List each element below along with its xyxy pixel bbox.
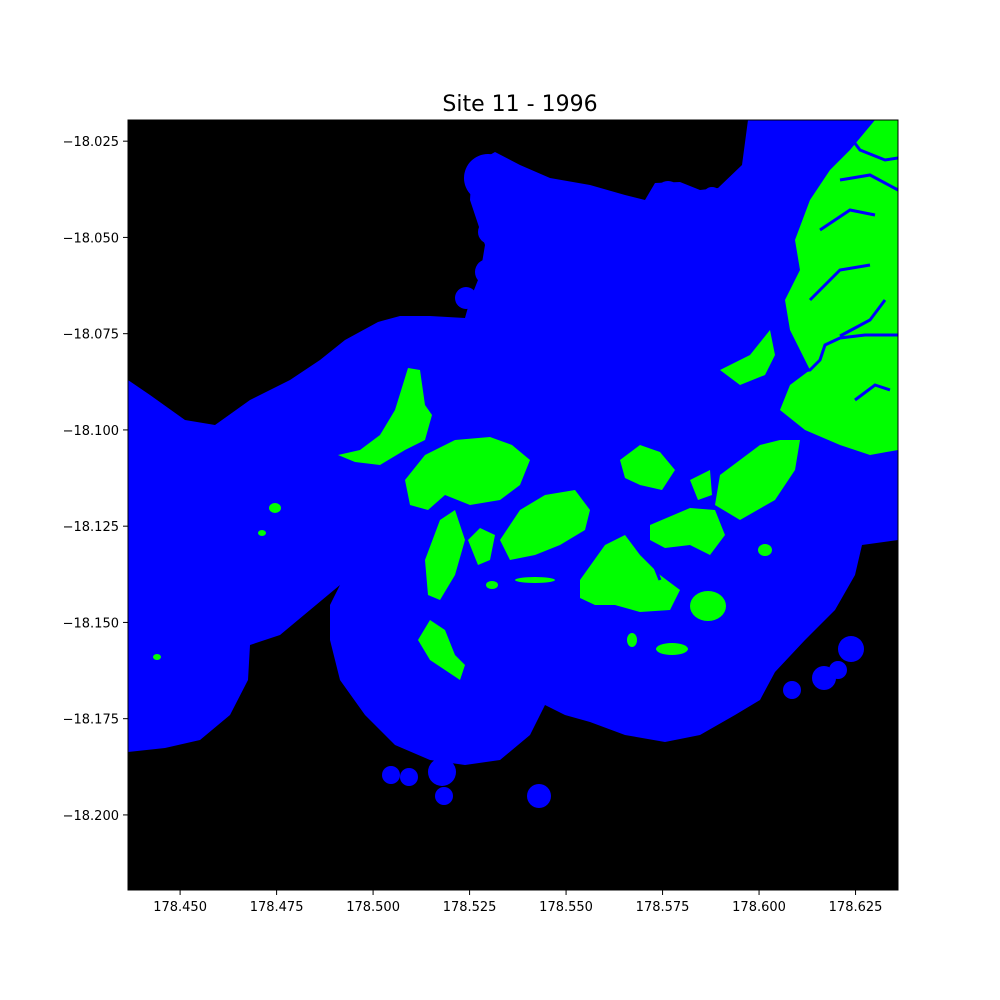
buffer-west-coast <box>128 380 210 645</box>
river-channel <box>843 129 898 162</box>
vegetation-patch-middle <box>500 490 590 560</box>
vegetation-patch-south <box>418 620 465 680</box>
y-tick-label: −18.125 <box>63 520 119 535</box>
x-tick-label: 178.600 <box>732 900 786 915</box>
buffer-circle <box>128 390 148 414</box>
river-channel <box>638 504 662 581</box>
vegetation-islet <box>656 643 688 655</box>
vegetation-patch-east-ridge <box>720 330 775 385</box>
y-tick-label: −18.175 <box>63 713 119 728</box>
vegetation-islet <box>758 544 772 556</box>
vegetation-islet <box>515 577 555 583</box>
buffer-circle <box>838 636 864 662</box>
buffer-circle <box>435 787 453 805</box>
vegetation-islet <box>486 581 498 589</box>
vegetation-patch-southwest <box>425 510 465 600</box>
river-channel <box>779 333 898 380</box>
vegetation-islet <box>690 591 726 621</box>
buffer-circle <box>703 187 721 205</box>
river-channel <box>819 208 876 232</box>
buffer-circle <box>400 768 418 786</box>
y-tick-label: −18.025 <box>63 135 119 150</box>
vegetation-patch-central-south <box>580 535 680 612</box>
x-tick-label: 178.525 <box>443 900 497 915</box>
axes-frame <box>127 119 899 891</box>
river-channels <box>638 129 898 581</box>
y-tick-label: −18.100 <box>63 424 119 439</box>
x-tick-label: 178.575 <box>636 900 690 915</box>
buffer-circle <box>656 181 680 205</box>
buffer-circle <box>829 661 847 679</box>
y-tick-label: −18.150 <box>63 616 119 631</box>
x-tick-label: 178.475 <box>250 900 304 915</box>
y-tick-label: −18.200 <box>63 809 119 824</box>
y-tick-label: −18.075 <box>63 328 119 343</box>
buffer-circle <box>783 681 801 699</box>
x-tick-label: 178.625 <box>829 900 883 915</box>
buffer-circle <box>464 154 512 202</box>
x-tick-label: 178.450 <box>153 900 207 915</box>
vegetation-islet <box>258 530 266 536</box>
x-tick-label: 178.550 <box>539 900 593 915</box>
river-channel <box>854 383 891 402</box>
vegetation-islet <box>269 503 281 513</box>
vegetation-patch-north-central <box>620 445 675 490</box>
y-axis: −18.025 −18.050 −18.075 −18.100 −18.125 −18.1… <box>63 135 128 824</box>
vegetation-patch-mid-east <box>690 470 712 500</box>
vegetation-patch-northwest <box>338 368 432 465</box>
vegetation-patch-inner <box>468 528 495 565</box>
buffer-circle <box>527 784 551 808</box>
chart-title: Site 11 - 1996 <box>442 92 597 117</box>
vegetation-islet <box>627 633 637 647</box>
y-tick-label: −18.050 <box>63 231 119 246</box>
buffer-circle <box>382 766 400 784</box>
vegetation-islet <box>153 654 161 660</box>
river-channel <box>839 173 898 192</box>
river-channel <box>839 299 887 338</box>
x-tick-label: 178.500 <box>346 900 400 915</box>
vegetation-region <box>153 120 898 680</box>
buffer-circle <box>428 758 456 786</box>
buffer-circle <box>455 287 477 309</box>
map-area <box>128 120 898 890</box>
buffer-circle <box>475 259 501 285</box>
x-axis: 178.450 178.475 178.500 178.525 178.550 178.5… <box>153 890 882 915</box>
buffer-circle <box>478 220 502 244</box>
vegetation-patch-west-central <box>405 437 530 510</box>
vegetation-patch-central <box>650 508 725 555</box>
vegetation-patch-east <box>715 440 800 520</box>
river-channel <box>808 263 871 302</box>
